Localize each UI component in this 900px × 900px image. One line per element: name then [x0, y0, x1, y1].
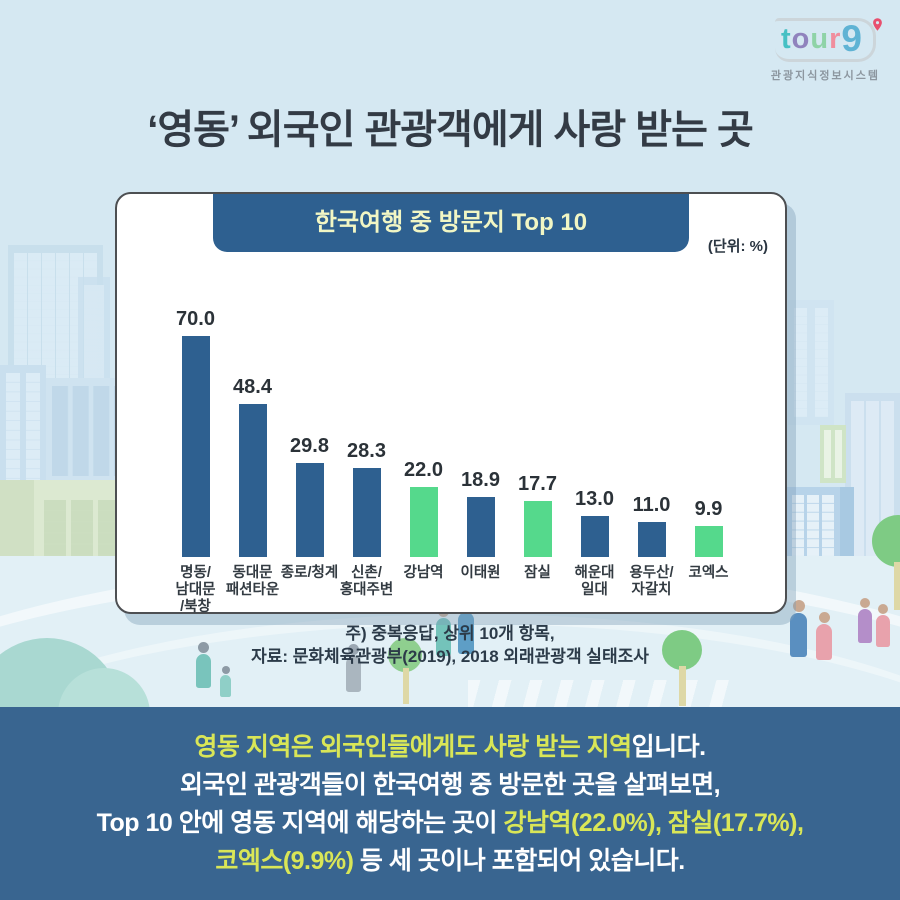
bar-column: 28.3 신촌/홍대주변	[338, 194, 395, 598]
bar-column: 29.8 종로/청계	[281, 194, 338, 581]
bar-value-label: 18.9	[461, 469, 500, 492]
highlighted-text: 코엑스(9.9%)	[215, 847, 354, 875]
bar-value-label: 9.9	[694, 497, 723, 520]
logo-letter: o	[791, 23, 811, 55]
crosswalk-illustration	[468, 680, 738, 707]
building-illustration	[788, 300, 834, 425]
summary-line: 외국인 관광객들이 한국여행 중 방문한 곳을 살펴보면,	[0, 766, 900, 804]
logo-letter: r	[829, 23, 842, 55]
bar	[352, 467, 381, 557]
bar-value-label: 22.0	[404, 459, 443, 482]
summary-line: 영동 지역은 외국인들에게도 사랑 받는 지역입니다.	[0, 728, 900, 766]
green-building-illustration	[820, 425, 846, 483]
bar-value-label: 70.0	[176, 307, 215, 330]
bar-category-label: 동대문 패션타운	[225, 565, 280, 598]
bar	[238, 404, 267, 557]
chart-footnote: 주) 중복응답, 상위 10개 항목, 자료: 문화체육관광부(2019), 2…	[0, 622, 900, 668]
bar-column: 13.0 해운대 일대	[566, 194, 623, 598]
tree-illustration	[872, 515, 900, 567]
chart-card: 한국여행 중 방문지 Top 10 (단위: %) 70.0 명동/남대문/북창 4…	[115, 192, 787, 615]
logo-caption: 관광지식정보시스템	[770, 70, 880, 82]
bar-value-label: 17.7	[518, 473, 557, 496]
chart-title-banner: 한국여행 중 방문지 Top 10	[213, 194, 689, 252]
bar-chart: 70.0 명동/남대문/북창 48.4 동대문 패션타운 29.8 종로/청계 28.3 신촌/…	[167, 194, 737, 615]
summary-text: 입니다.	[631, 733, 706, 761]
building-windows	[84, 285, 104, 394]
highlighted-text: 강남역(22.0%), 잠실(17.7%),	[503, 809, 804, 837]
summary-line: Top 10 안에 영동 지역에 해당하는 곳이 강남역(22.0%), 잠실(…	[0, 804, 900, 842]
logo-letter: t	[780, 23, 792, 55]
bar	[295, 462, 324, 557]
summary-text: 등 세 곳이나 포함되어 있습니다.	[353, 847, 685, 875]
building-windows	[851, 401, 894, 563]
bar	[466, 497, 495, 557]
person-illustration	[220, 666, 231, 697]
building-windows	[14, 253, 97, 472]
bar-category-label: 잠실	[524, 565, 551, 581]
building-illustration	[8, 245, 103, 480]
bar-column: 18.9 이태원	[452, 194, 509, 581]
building-windows	[792, 495, 834, 565]
footnote-line: 자료: 문화체육관광부(2019), 2018 외래관광객 실태조사	[251, 647, 649, 666]
logo-wordmark: tour9	[774, 18, 882, 62]
summary-line: 코엑스(9.9%) 등 세 곳이나 포함되어 있습니다.	[0, 842, 900, 880]
bar	[523, 501, 552, 557]
bar-category-label: 종로/청계	[280, 565, 339, 581]
summary-text: Top 10 안에 영동 지역에 해당하는 곳이	[96, 809, 504, 837]
bar-column: 70.0 명동/남대문/북창	[167, 194, 224, 615]
building-illustration	[0, 365, 46, 515]
summary-text: 외국인 관광객들이 한국여행 중 방문한 곳을 살펴보면,	[179, 771, 721, 799]
logo-letter: u	[810, 23, 830, 55]
bar-value-label: 13.0	[575, 487, 614, 510]
bar-column: 22.0 강남역	[395, 194, 452, 581]
bar-column: 11.0 용두산/자갈치	[623, 194, 680, 598]
highlighted-text: 영동 지역은 외국인들에게도 사랑 받는 지역	[194, 733, 632, 761]
bar-value-label: 29.8	[290, 434, 329, 457]
summary-panel: 영동 지역은 외국인들에게도 사랑 받는 지역입니다. 외국인 관광객들이 한국여…	[0, 707, 900, 900]
building-windows	[824, 430, 842, 478]
bar-column: 48.4 동대문 패션타운	[224, 194, 281, 598]
bar-category-label: 명동/남대문/북창	[175, 565, 216, 615]
bar	[181, 335, 210, 557]
bar-category-label: 용두산/자갈치	[629, 565, 674, 598]
unit-label: (단위: %)	[707, 238, 768, 255]
bar-category-label: 코엑스	[688, 565, 729, 581]
bar	[580, 515, 609, 557]
bar-value-label: 28.3	[347, 439, 386, 462]
bar-value-label: 11.0	[632, 494, 671, 517]
bar-column: 17.7 잠실	[509, 194, 566, 581]
bar	[637, 522, 666, 557]
bar-category-label: 신촌/홍대주변	[339, 565, 394, 598]
tourgi-logo: tour9 관광지식정보시스템	[770, 18, 882, 83]
location-pin-icon	[873, 18, 882, 31]
bar-value-label: 48.4	[233, 376, 272, 399]
green-building-illustration	[0, 480, 130, 708]
bar	[694, 525, 723, 557]
blue-building-illustration	[786, 487, 854, 573]
building-illustration	[845, 393, 900, 571]
bar-category-label: 해운대 일대	[574, 565, 615, 598]
building-windows	[6, 373, 40, 507]
bar-column: 9.9 코엑스	[680, 194, 737, 581]
logo-letter: 9	[841, 18, 863, 59]
building-illustration	[78, 277, 110, 402]
bar-category-label: 강남역	[403, 565, 444, 581]
tree-trunk-illustration	[403, 668, 409, 704]
footnote-line: 주) 중복응답, 상위 10개 항목,	[345, 624, 555, 643]
tree-trunk-illustration	[894, 562, 900, 610]
tree-trunk-illustration	[679, 666, 686, 706]
building-windows	[794, 308, 828, 417]
bar	[409, 487, 438, 557]
page-title: ‘영동’ 외국인 관광객에게 사랑 받는 곳	[147, 108, 754, 152]
bar-category-label: 이태원	[460, 565, 501, 581]
